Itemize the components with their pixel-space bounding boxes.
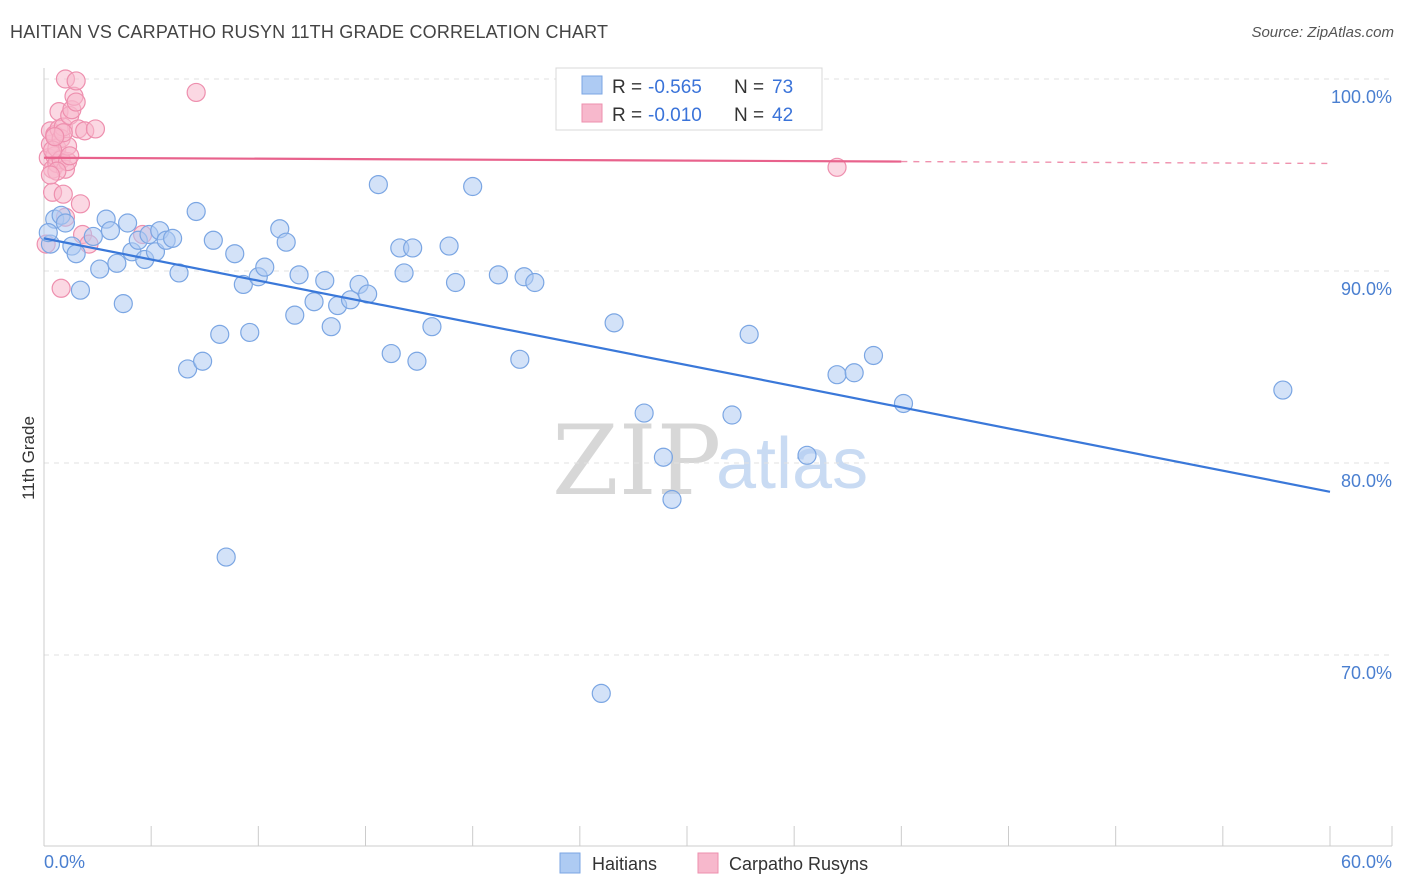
haitian-point [233,274,253,295]
haitian-point [186,201,206,222]
rusyn-point [60,146,80,166]
haitian-point [739,324,759,344]
haitians-swatch [581,75,603,95]
gridlines [44,78,1392,656]
rusyn-point [66,71,86,91]
haitian-point [240,322,260,343]
haitian-point [844,363,864,383]
haitian-point [210,324,230,344]
haitian-point [100,221,121,241]
haitian-point [70,280,91,300]
rusyns-r-value: -0.010 [648,105,702,126]
stats-legend: R = -0.565 N = 73 R = -0.010 N = 42 [555,67,823,131]
legend-haitians-swatch[interactable] [559,852,581,874]
rusyns-trend-line [43,156,902,163]
haitians-n-label: N = [734,77,764,98]
haitian-point [394,263,414,283]
rusyn-point [66,92,86,112]
haitian-point [525,272,545,293]
rusyns-swatch [581,103,603,123]
haitian-point [203,230,223,250]
haitian-point [604,313,624,333]
haitian-point [722,405,742,425]
haitians-trend-line [43,237,1331,493]
haitian-point [403,238,423,258]
rusyn-point [827,157,847,177]
rusyn-point [70,194,91,214]
haitian-point [488,265,508,285]
trend-lines [43,156,1331,493]
haitian-point [315,271,335,291]
haitian-point [55,213,76,233]
legend-rusyns-label[interactable]: Carpatho Rusyns [729,854,868,874]
y-tick-label: 90.0% [1341,279,1392,299]
haitian-point [653,447,674,467]
rusyns-n-label: N = [734,105,764,126]
chart-title: HAITIAN VS CARPATHO RUSYN 11TH GRADE COR… [10,22,609,42]
haitian-point [113,294,133,314]
haitian-point [66,244,86,264]
y-axis-title: 11th Grade [19,416,38,500]
series-legend: Haitians Carpatho Rusyns [559,852,868,874]
haitian-point [510,349,530,369]
haitian-point [216,547,236,567]
watermark-zip: ZIP [552,405,721,517]
haitians-n-value: 73 [772,77,793,98]
haitian-point [285,305,305,325]
legend-rusyns-swatch[interactable] [697,852,719,874]
rusyn-point [40,165,61,185]
rusyn-point [53,184,73,204]
haitians-r-value: -0.565 [648,77,702,98]
rusyn-point [51,278,71,298]
haitian-point [225,244,245,264]
rusyns-trend-extension [901,160,1331,165]
rusyns-n-value: 42 [772,105,793,126]
haitian-point [107,253,127,273]
y-tick-label: 80.0% [1341,471,1392,491]
haitian-point [83,226,103,247]
haitian-point [289,265,309,285]
rusyn-point [45,127,65,147]
rusyns-r-label: R = [612,105,642,126]
haitian-point [381,343,401,364]
haitian-point [407,351,427,371]
watermark-atlas: atlas [716,424,868,504]
rusyn-point [186,82,206,103]
haitian-point [827,365,847,385]
haitian-point [634,403,654,423]
rusyn-point [85,119,106,139]
haitian-point [591,683,611,704]
x-tick-label-max: 60.0% [1341,852,1392,872]
x-tick-label-min: 0.0% [44,852,85,872]
legend-haitians-label[interactable]: Haitians [592,854,657,874]
haitian-point [422,317,442,337]
series-haitians-points [38,175,1293,704]
haitian-point [1273,380,1293,400]
haitian-point [38,223,58,243]
haitian-point [439,236,459,256]
haitian-point [255,257,275,277]
haitian-point [304,292,324,312]
y-tick-label: 70.0% [1341,663,1392,683]
haitian-point [321,317,341,337]
haitian-point [178,359,198,379]
haitian-point [193,351,213,371]
y-tick-label: 100.0% [1331,87,1392,107]
haitian-point [863,345,884,366]
x-axis-ticks [150,826,1393,846]
haitian-point [662,489,682,510]
haitian-point [90,259,110,279]
haitian-point [368,175,388,195]
haitian-point [445,272,466,293]
haitian-point [797,445,817,465]
haitian-point [276,232,296,252]
y-tick-labels: 100.0% 90.0% 80.0% 70.0% [1331,87,1392,683]
haitian-point [463,176,483,197]
chart-source: Source: ZipAtlas.com [1251,24,1394,41]
haitians-r-label: R = [612,77,642,98]
haitian-point [163,228,183,248]
haitian-point [117,213,138,233]
